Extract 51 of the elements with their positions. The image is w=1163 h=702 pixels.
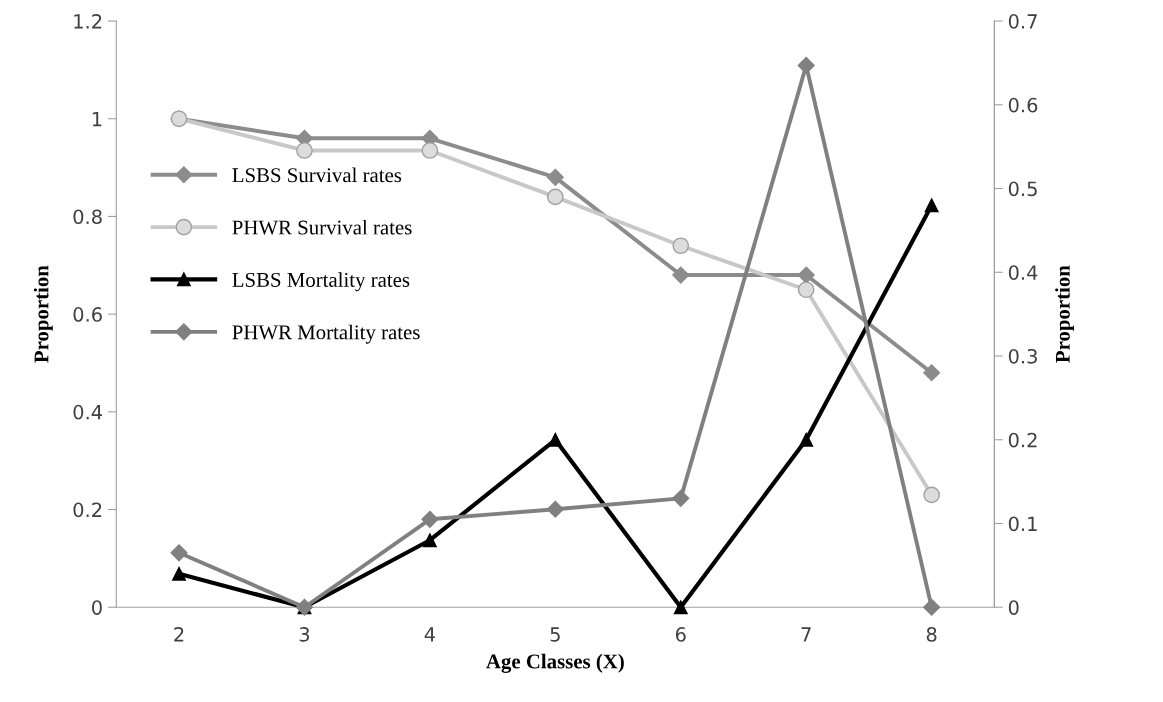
legend-label: LSBS Survival rates bbox=[232, 167, 402, 183]
point bbox=[673, 600, 688, 615]
point bbox=[170, 544, 188, 562]
legend-label: LSBS Mortality rates bbox=[232, 272, 410, 292]
point bbox=[672, 489, 690, 507]
point bbox=[546, 188, 564, 206]
y2-tick-label: 0.1 bbox=[1008, 516, 1037, 532]
legend-label: PHWR Mortality rates bbox=[232, 324, 420, 344]
point bbox=[799, 432, 814, 447]
point bbox=[797, 281, 815, 299]
point bbox=[672, 266, 690, 284]
x-tick-label: 4 bbox=[424, 627, 435, 642]
y-tick-label: 1 bbox=[92, 111, 102, 127]
y-tick-label: 1.2 bbox=[74, 14, 102, 29]
y-tick-label: 0.2 bbox=[73, 502, 102, 518]
y-tick-label: 0.6 bbox=[73, 307, 102, 322]
point bbox=[923, 364, 941, 382]
y2-tick-label: 0.4 bbox=[1008, 265, 1038, 280]
x-tick-label: 3 bbox=[299, 627, 310, 642]
y-tick-label: 0.8 bbox=[73, 209, 102, 225]
point bbox=[296, 142, 313, 159]
y-tick-label: 0 bbox=[92, 600, 102, 615]
point bbox=[422, 533, 437, 548]
x-tick-label: 8 bbox=[926, 627, 937, 642]
point bbox=[797, 266, 815, 284]
point bbox=[548, 432, 563, 447]
point bbox=[172, 566, 186, 581]
legend-label: PHWR Survival rates bbox=[232, 219, 412, 235]
point bbox=[546, 168, 564, 186]
y2-tick-label: 0.2 bbox=[1008, 432, 1037, 448]
y2-tick-label: 0.7 bbox=[1008, 14, 1037, 29]
point bbox=[797, 56, 815, 74]
x-tick-label: 5 bbox=[550, 627, 560, 642]
point bbox=[923, 598, 941, 616]
point bbox=[421, 142, 439, 159]
point bbox=[923, 486, 940, 504]
y2-tick-label: 0.3 bbox=[1008, 348, 1037, 364]
y2-tick-label: 0.6 bbox=[1008, 97, 1038, 113]
point bbox=[546, 500, 564, 518]
x-tick-label: 7 bbox=[801, 627, 811, 642]
point bbox=[924, 198, 939, 213]
point bbox=[421, 510, 439, 528]
x-tick-label: 2 bbox=[174, 627, 184, 642]
y2-tick-label: 0.5 bbox=[1008, 181, 1037, 197]
x-axis-title: Age Classes (X) bbox=[486, 653, 624, 673]
x-tick-label: 6 bbox=[675, 627, 686, 642]
y2-tick-label: 0 bbox=[1008, 600, 1019, 615]
y2-axis-title: Proportion bbox=[1055, 265, 1075, 363]
y-tick-label: 0.4 bbox=[73, 404, 103, 420]
y-axis-title: Proportion bbox=[33, 265, 53, 363]
point bbox=[672, 237, 690, 255]
